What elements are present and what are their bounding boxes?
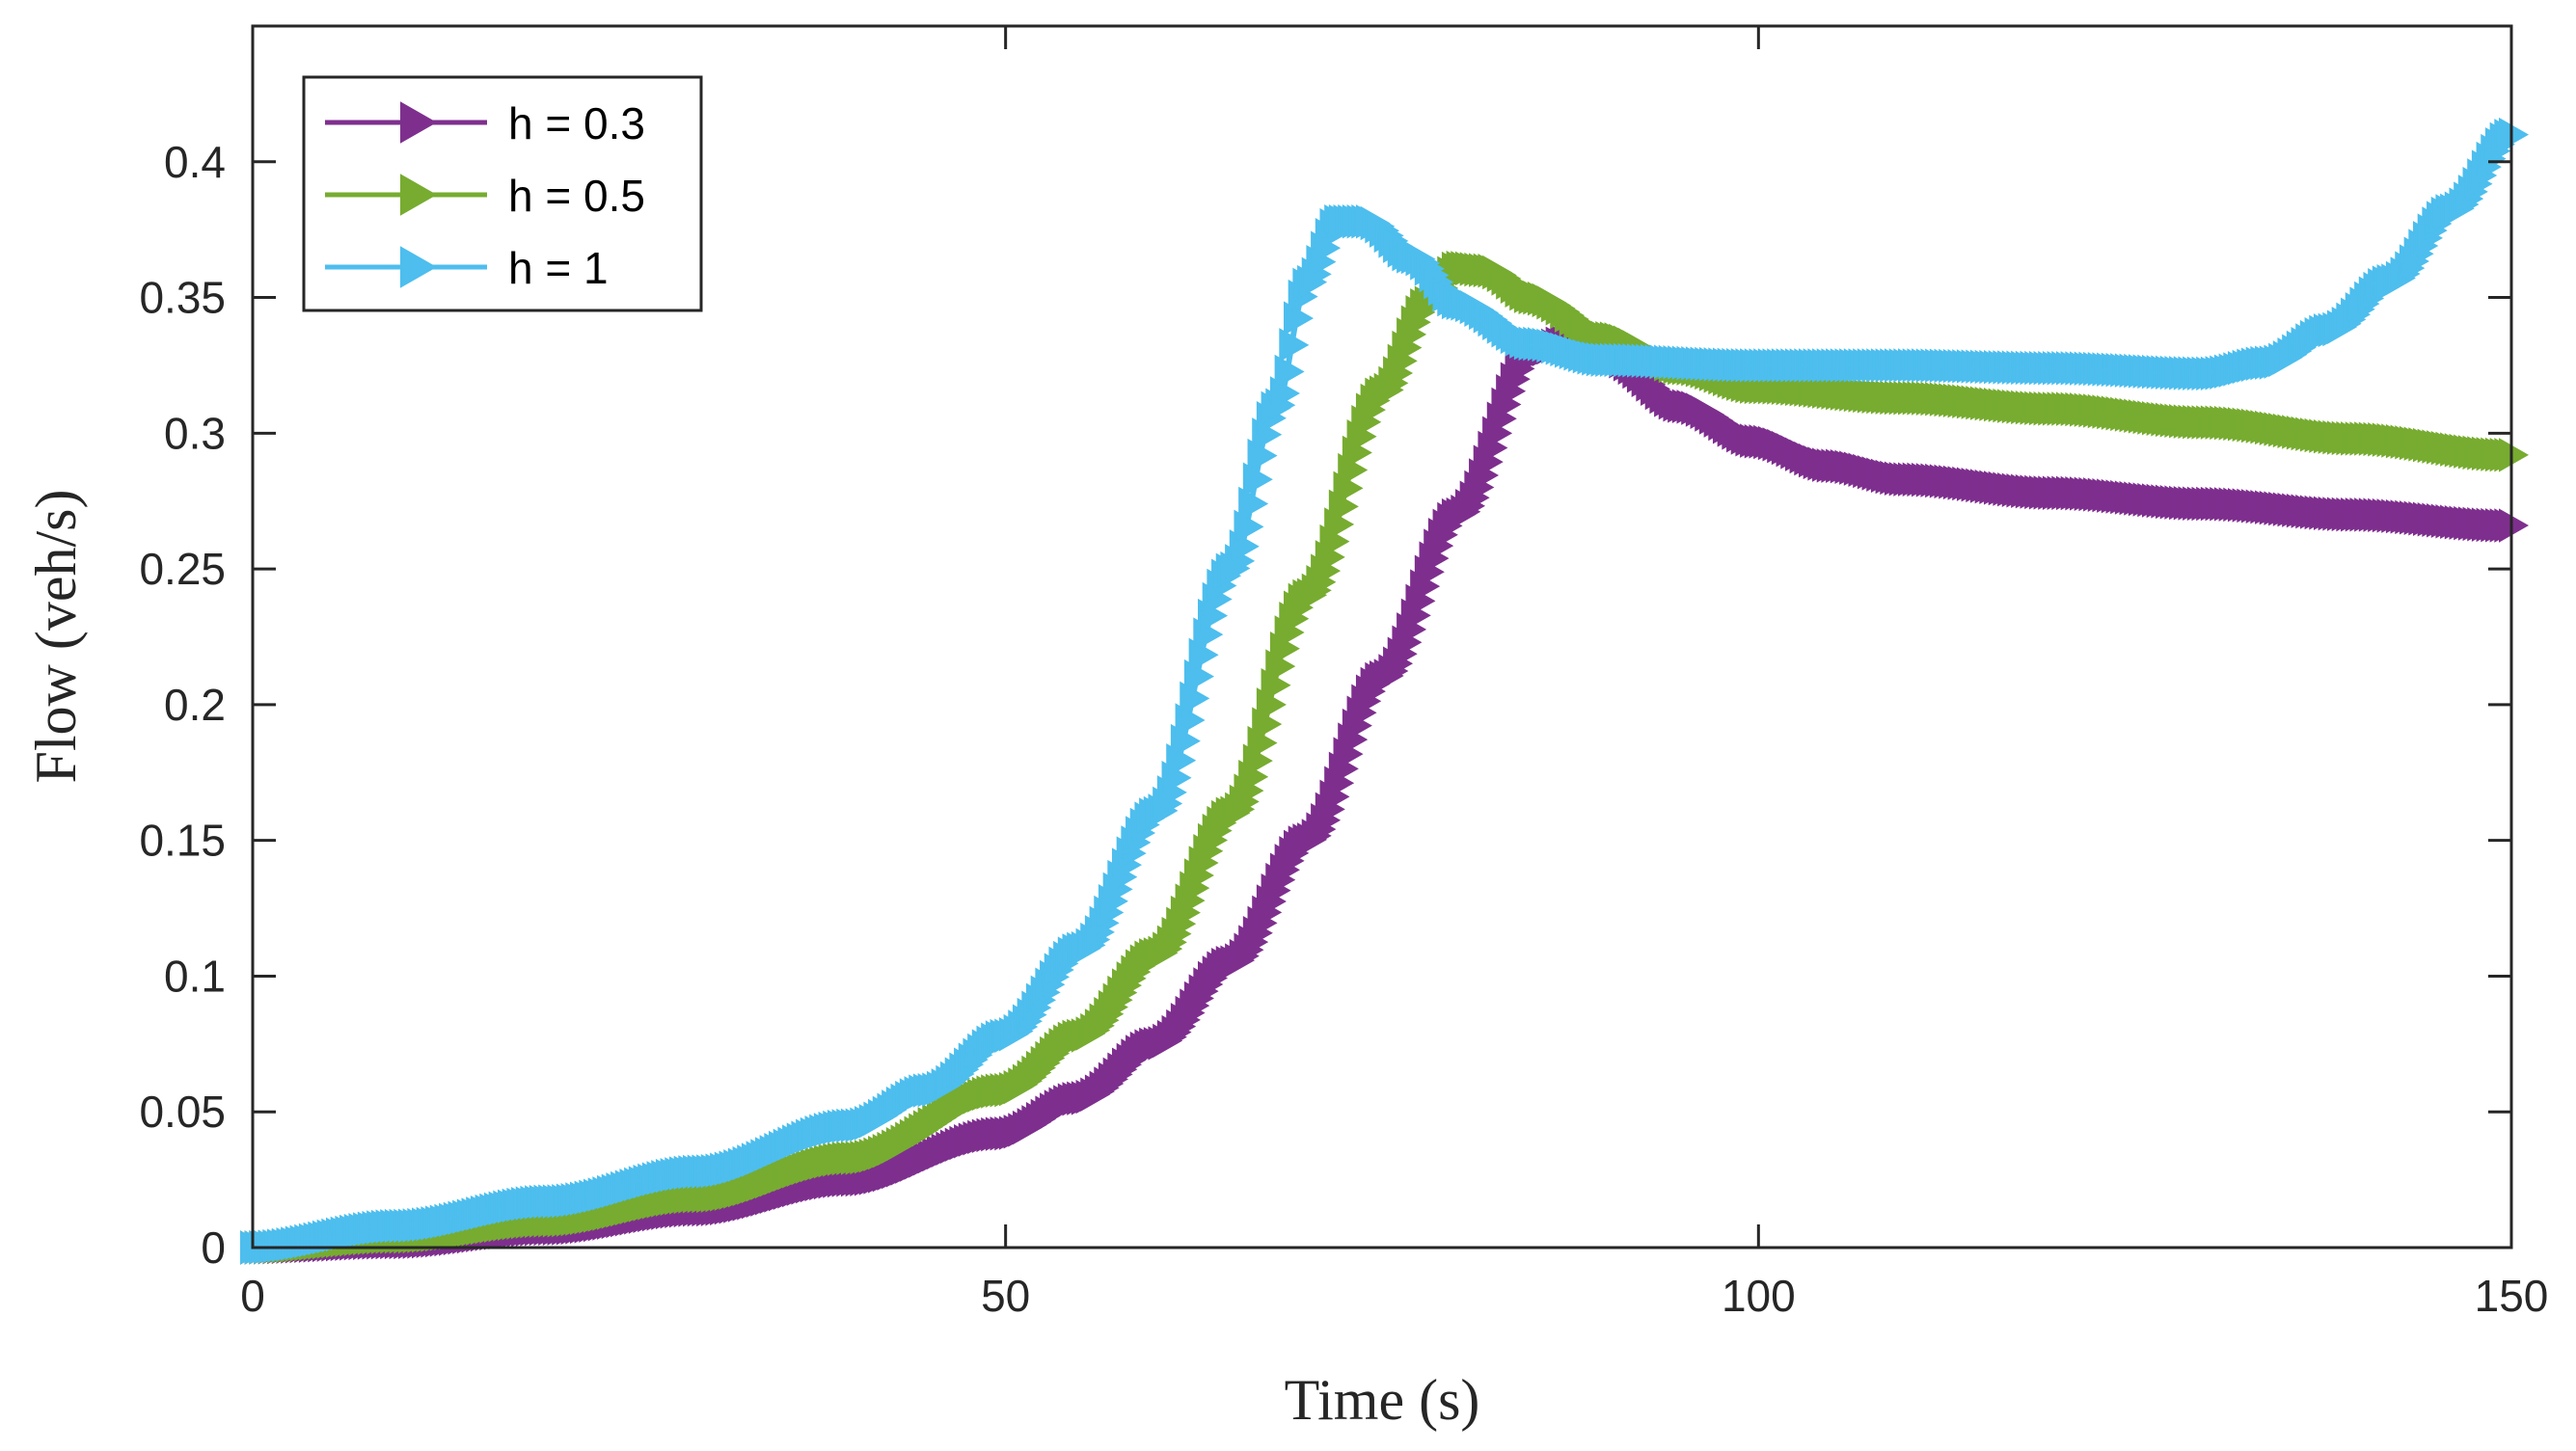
series-1: [240, 250, 2530, 1265]
y-tick-label: 0.4: [164, 137, 226, 187]
legend-entry-2: h = 1: [325, 243, 609, 293]
series-2-marker: [1238, 486, 1269, 522]
legend: h = 0.3 h = 0.5 h = 1: [302, 75, 703, 312]
legend-marker: [400, 101, 438, 144]
legend-entry-1: h = 0.5: [325, 171, 645, 221]
y-tick-label: 0.25: [139, 544, 226, 594]
series-2-marker: [2499, 117, 2530, 152]
legend-marker: [400, 246, 438, 288]
x-tick-label: 50: [981, 1271, 1030, 1321]
series-2-marker: [1234, 509, 1264, 545]
legend-entry-0: h = 0.3: [325, 98, 645, 148]
y-tick-label: 0.15: [139, 816, 226, 866]
y-axis-title: Flow (veh/s): [24, 490, 88, 784]
y-tick-label: 0.1: [164, 951, 226, 1001]
axes-box: [251, 24, 2513, 1249]
y-tick-label: 0: [201, 1223, 226, 1273]
x-tick-label: 100: [1722, 1271, 1796, 1321]
series-2-marker: [1279, 328, 1310, 363]
series-layer: [240, 117, 2530, 1265]
series-2: [240, 117, 2530, 1265]
y-tick-label: 0.05: [139, 1087, 226, 1137]
series-0-marker: [2499, 508, 2530, 543]
axes-layer: 0 50 100 150 0 0.05 0.1 0.15 0.2 0.25 0.3 0.35 0.4: [139, 24, 2549, 1321]
series-2-marker: [1242, 462, 1273, 497]
x-tick-label: 150: [2475, 1271, 2549, 1321]
y-tick-label: 0.3: [164, 408, 226, 458]
legend-label: h = 0.5: [508, 171, 645, 221]
x-tick-label: 0: [240, 1271, 265, 1321]
legend-label: h = 0.3: [508, 98, 645, 148]
legend-label: h = 1: [508, 243, 609, 293]
y-tick-label: 0.2: [164, 680, 226, 730]
series-2-marker: [1274, 354, 1305, 390]
series-1-marker: [2499, 438, 2530, 472]
y-tick-label: 0.35: [139, 273, 226, 323]
x-axis-title: Time (s): [1285, 1368, 1480, 1432]
legend-marker: [400, 174, 438, 216]
